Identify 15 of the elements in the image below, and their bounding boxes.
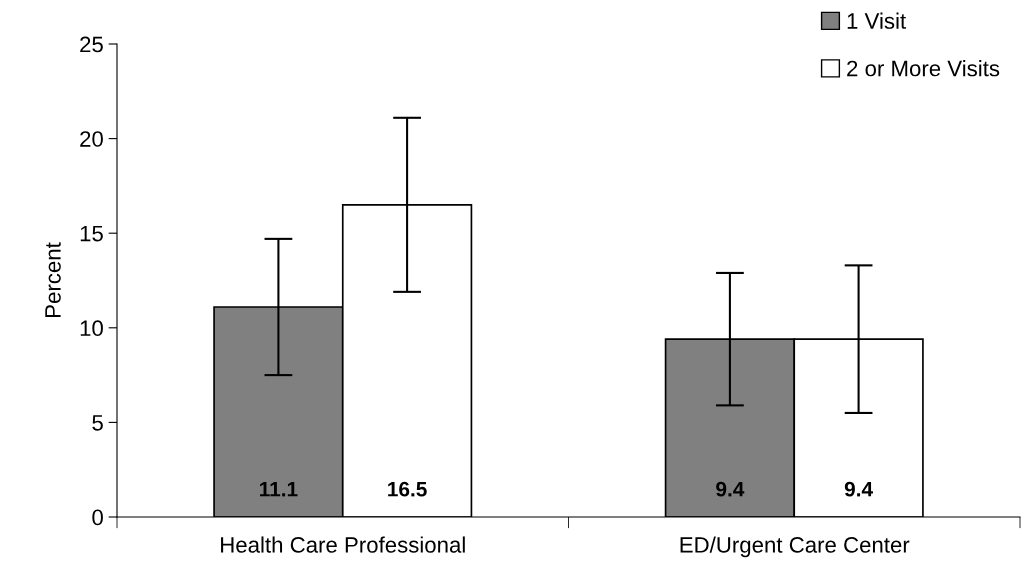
y-tick-label: 25 <box>80 36 103 53</box>
y-tick-label: 5 <box>92 415 103 431</box>
x-tick-label: Health Care Professional <box>221 536 465 553</box>
legend-label: 1 Visit <box>847 12 906 29</box>
data-label: 16.5 <box>388 481 427 497</box>
y-tick-label: 20 <box>80 131 103 147</box>
y-axis-title: Percent <box>45 242 61 317</box>
y-tick-label: 0 <box>92 509 103 526</box>
legend-label: 2 or More Visits <box>847 60 1000 77</box>
x-tick-label: ED/Urgent Care Center <box>680 536 910 558</box>
y-tick-label: 10 <box>80 320 103 337</box>
y-tick-label: 15 <box>80 225 103 242</box>
data-label: 9.4 <box>716 481 745 497</box>
data-label: 9.4 <box>844 481 873 497</box>
data-label: 11.1 <box>260 482 298 497</box>
